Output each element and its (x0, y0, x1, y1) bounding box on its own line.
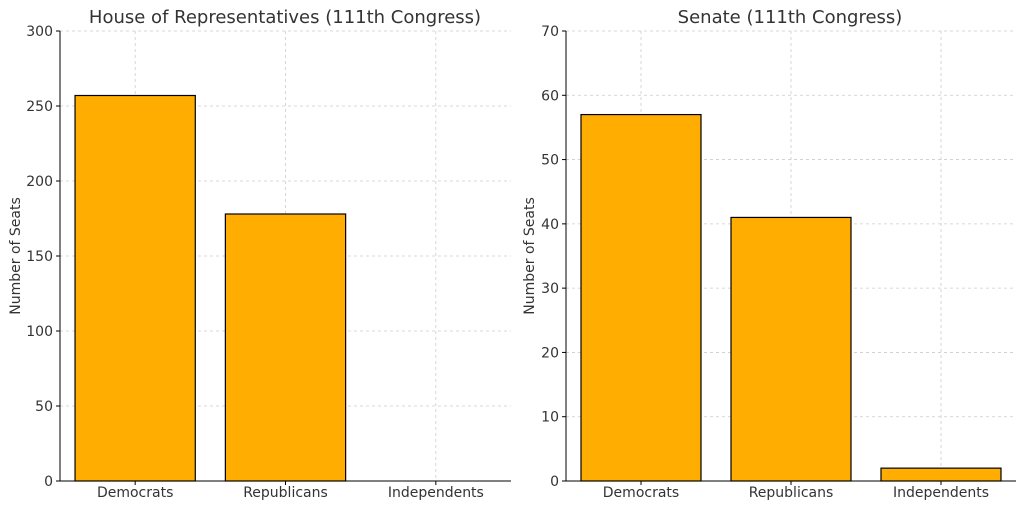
y-tick-label: 50 (541, 153, 559, 169)
x-tick-label: Independents (388, 485, 484, 501)
y-tick-label: 60 (541, 88, 559, 104)
y-tick-label: 100 (26, 324, 53, 340)
x-tick-label: Democrats (603, 485, 679, 501)
y-tick-label: 70 (541, 24, 559, 40)
bar-independents (880, 467, 1002, 482)
x-tick-label: Democrats (97, 485, 173, 501)
y-tick-label: 250 (26, 99, 53, 115)
y-tick-label: 20 (541, 345, 559, 361)
house-chart: House of Representatives (111th Congress… (8, 7, 511, 501)
y-axis-label: Number of Seats (8, 197, 24, 315)
y-tick-label: 10 (541, 410, 559, 426)
y-tick-label: 0 (44, 474, 53, 490)
y-tick-label: 200 (26, 174, 53, 190)
y-tick-label: 0 (550, 474, 559, 490)
bar-republicans (224, 213, 347, 482)
x-tick-label: Independents (893, 485, 989, 501)
senate-chart: Senate (111th Congress) Number of Seats … (522, 7, 1016, 501)
y-tick-label: 300 (26, 24, 53, 40)
y-tick-label: 30 (541, 281, 559, 297)
bar-republicans (730, 216, 852, 482)
chart-title: House of Representatives (111th Congress… (89, 7, 481, 28)
bar-democrats (580, 113, 702, 482)
y-tick-label: 50 (35, 399, 53, 415)
y-tick-label: 150 (26, 249, 53, 265)
y-axis-label: Number of Seats (522, 197, 538, 315)
x-tick-label: Republicans (243, 485, 328, 501)
x-tick-label: Republicans (749, 485, 834, 501)
bar-democrats (74, 94, 196, 482)
chart-title: Senate (111th Congress) (678, 7, 903, 28)
y-tick-label: 40 (541, 217, 559, 233)
